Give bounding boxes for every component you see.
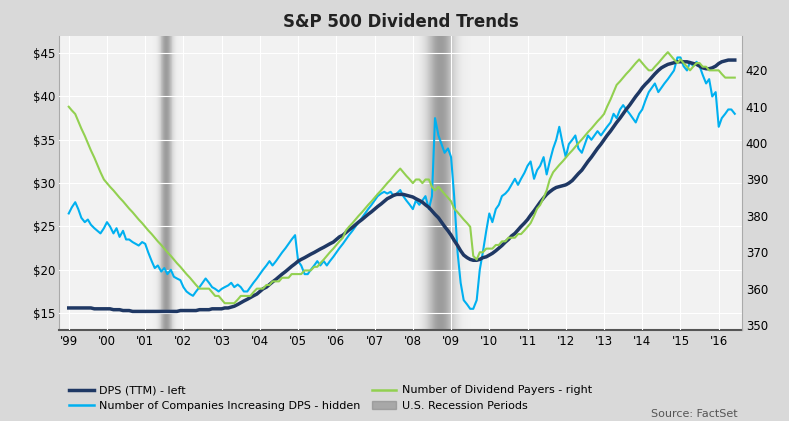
Bar — [410, 36, 411, 330]
Bar — [429, 36, 431, 330]
Bar — [461, 36, 462, 330]
Bar — [435, 36, 436, 330]
Bar — [428, 36, 429, 330]
Bar — [450, 36, 451, 330]
Bar — [468, 36, 469, 330]
Bar — [460, 36, 461, 330]
Bar — [462, 36, 464, 330]
Bar — [417, 36, 418, 330]
Bar — [469, 36, 471, 330]
Bar — [431, 36, 432, 330]
Bar — [451, 36, 453, 330]
Title: S&P 500 Dividend Trends: S&P 500 Dividend Trends — [282, 13, 518, 32]
Bar — [466, 36, 468, 330]
Bar — [447, 36, 449, 330]
Bar — [419, 36, 421, 330]
Bar — [425, 36, 426, 330]
Bar — [422, 36, 424, 330]
Bar — [458, 36, 460, 330]
Bar — [426, 36, 428, 330]
Bar — [436, 36, 437, 330]
Bar — [457, 36, 458, 330]
Bar — [455, 36, 457, 330]
Bar — [440, 36, 442, 330]
Bar — [443, 36, 444, 330]
Bar — [414, 36, 415, 330]
Bar — [442, 36, 443, 330]
Legend: DPS (TTM) - left, Number of Companies Increasing DPS - hidden, Number of Dividen: DPS (TTM) - left, Number of Companies In… — [65, 381, 596, 416]
Bar — [464, 36, 465, 330]
Bar — [432, 36, 433, 330]
Bar — [449, 36, 450, 330]
Bar — [413, 36, 414, 330]
Text: Source: FactSet: Source: FactSet — [651, 409, 738, 419]
Bar — [418, 36, 419, 330]
Bar — [437, 36, 439, 330]
Bar — [421, 36, 422, 330]
Bar — [415, 36, 417, 330]
Bar — [453, 36, 454, 330]
Bar — [446, 36, 447, 330]
Bar — [439, 36, 440, 330]
Bar — [433, 36, 435, 330]
Bar — [465, 36, 466, 330]
Bar — [444, 36, 446, 330]
Bar — [424, 36, 425, 330]
Bar — [411, 36, 413, 330]
Bar — [454, 36, 455, 330]
